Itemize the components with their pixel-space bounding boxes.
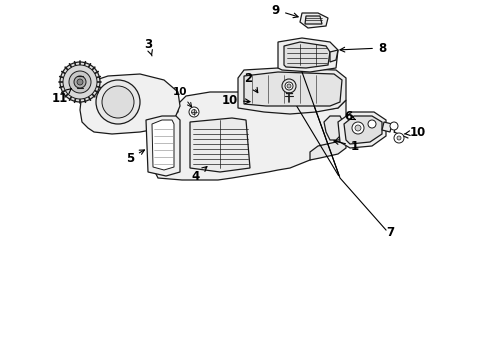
Polygon shape bbox=[154, 92, 346, 180]
Circle shape bbox=[394, 133, 404, 143]
Circle shape bbox=[285, 82, 293, 90]
Text: 1: 1 bbox=[334, 140, 359, 153]
Polygon shape bbox=[244, 72, 342, 106]
Text: 11: 11 bbox=[52, 89, 71, 104]
Text: 2: 2 bbox=[244, 72, 258, 93]
Circle shape bbox=[77, 79, 83, 85]
Circle shape bbox=[368, 120, 376, 128]
Polygon shape bbox=[284, 42, 330, 68]
Circle shape bbox=[192, 109, 196, 114]
Text: 9: 9 bbox=[272, 4, 298, 18]
Circle shape bbox=[60, 62, 100, 102]
Polygon shape bbox=[152, 120, 174, 170]
Circle shape bbox=[69, 71, 91, 93]
Polygon shape bbox=[80, 74, 180, 134]
Polygon shape bbox=[300, 13, 328, 28]
Text: 3: 3 bbox=[144, 37, 152, 56]
Circle shape bbox=[189, 107, 199, 117]
Circle shape bbox=[96, 80, 140, 124]
Polygon shape bbox=[278, 38, 338, 72]
Circle shape bbox=[74, 76, 86, 88]
Polygon shape bbox=[190, 118, 250, 172]
Circle shape bbox=[102, 86, 134, 118]
Circle shape bbox=[352, 122, 364, 134]
Circle shape bbox=[287, 84, 291, 88]
Text: 7: 7 bbox=[386, 225, 394, 239]
Text: 4: 4 bbox=[192, 167, 207, 183]
Text: 6: 6 bbox=[344, 109, 355, 122]
Polygon shape bbox=[330, 50, 338, 62]
Circle shape bbox=[282, 79, 296, 93]
Text: 10: 10 bbox=[222, 94, 250, 107]
Polygon shape bbox=[238, 68, 346, 114]
Polygon shape bbox=[305, 16, 322, 24]
Polygon shape bbox=[338, 112, 386, 148]
Circle shape bbox=[63, 65, 97, 99]
Polygon shape bbox=[382, 122, 392, 132]
Text: 8: 8 bbox=[340, 41, 386, 54]
Polygon shape bbox=[310, 140, 346, 160]
Circle shape bbox=[355, 125, 361, 131]
Text: 5: 5 bbox=[126, 150, 145, 165]
Text: 10: 10 bbox=[404, 126, 426, 139]
Circle shape bbox=[390, 122, 398, 130]
Circle shape bbox=[397, 136, 401, 140]
Polygon shape bbox=[324, 116, 344, 140]
Polygon shape bbox=[344, 116, 382, 144]
Text: 10: 10 bbox=[173, 87, 192, 107]
Polygon shape bbox=[146, 116, 180, 176]
